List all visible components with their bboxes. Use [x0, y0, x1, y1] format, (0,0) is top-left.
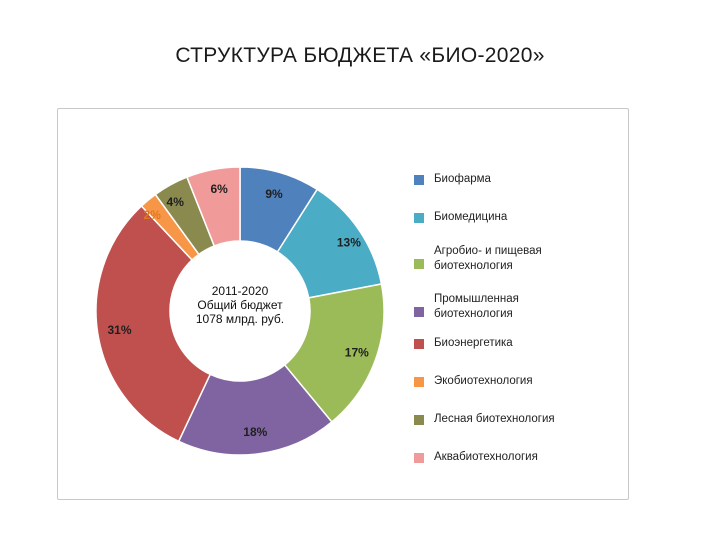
legend-label-line: Агробио- и пищевая — [434, 245, 542, 257]
slice-label-2: 13% — [337, 235, 361, 249]
legend-swatch — [414, 213, 424, 223]
donut-slice-8 — [186, 166, 241, 247]
legend-label: Лесная биотехнология — [434, 412, 614, 427]
legend-label-line: Биофарма — [434, 173, 491, 185]
slice-label-6: 2% — [144, 208, 162, 222]
legend-label: Биомедицина — [434, 210, 614, 225]
legend-swatch — [414, 377, 424, 387]
donut-slice-5 — [95, 204, 212, 443]
legend-label: Экобиотехнология — [434, 374, 614, 389]
legend-label-line: Биомедицина — [434, 211, 508, 223]
center-period: 2011-2020 — [211, 284, 269, 298]
slice-label-1: 9% — [265, 187, 283, 201]
slice-label-3: 17% — [345, 345, 369, 359]
slice-label-5: 31% — [107, 323, 131, 337]
legend-label-line: Биоэнергетика — [434, 337, 513, 349]
legend-swatch — [414, 415, 424, 425]
legend-label: Аквабиотехнология — [434, 450, 614, 465]
legend-label-line: биотехнология — [434, 260, 513, 272]
legend-label: Промышленная биотехнология — [434, 292, 614, 322]
legend-label-line: Лесная биотехнология — [434, 413, 555, 425]
slide-title: СТРУКТУРА БЮДЖЕТА «БИО-2020» — [175, 44, 545, 67]
slice-label-4: 18% — [243, 425, 267, 439]
center-caption: Общий бюджет — [197, 298, 283, 312]
legend-swatch — [414, 307, 424, 317]
donut-slices — [95, 166, 385, 456]
legend-swatch — [414, 453, 424, 463]
donut-slice-3 — [283, 283, 385, 424]
center-amount: 1078 млрд. руб. — [195, 312, 285, 326]
legend-swatch — [414, 259, 424, 269]
legend-label-line: биотехнология — [434, 308, 513, 320]
legend-label: Биоэнергетика — [434, 336, 614, 351]
legend-label: Биофарма — [434, 172, 614, 187]
legend-label-line: Экобиотехнология — [434, 375, 533, 387]
slice-label-8: 6% — [210, 182, 228, 196]
donut-slice-4 — [177, 363, 333, 456]
legend-label-line: Промышленная — [434, 293, 519, 305]
slice-label-7: 4% — [167, 195, 185, 209]
donut-center-text: 2011-2020 Общий бюджет 1078 млрд. руб. — [180, 284, 300, 326]
legend-swatch — [414, 339, 424, 349]
legend-label-line: Аквабиотехнология — [434, 451, 538, 463]
donut-slice-labels: 9% 13% 17% 18% 31% 2% 4% 6% — [107, 182, 369, 439]
legend-swatch — [414, 175, 424, 185]
legend-label: Агробио- и пищевая биотехнология — [434, 244, 614, 274]
